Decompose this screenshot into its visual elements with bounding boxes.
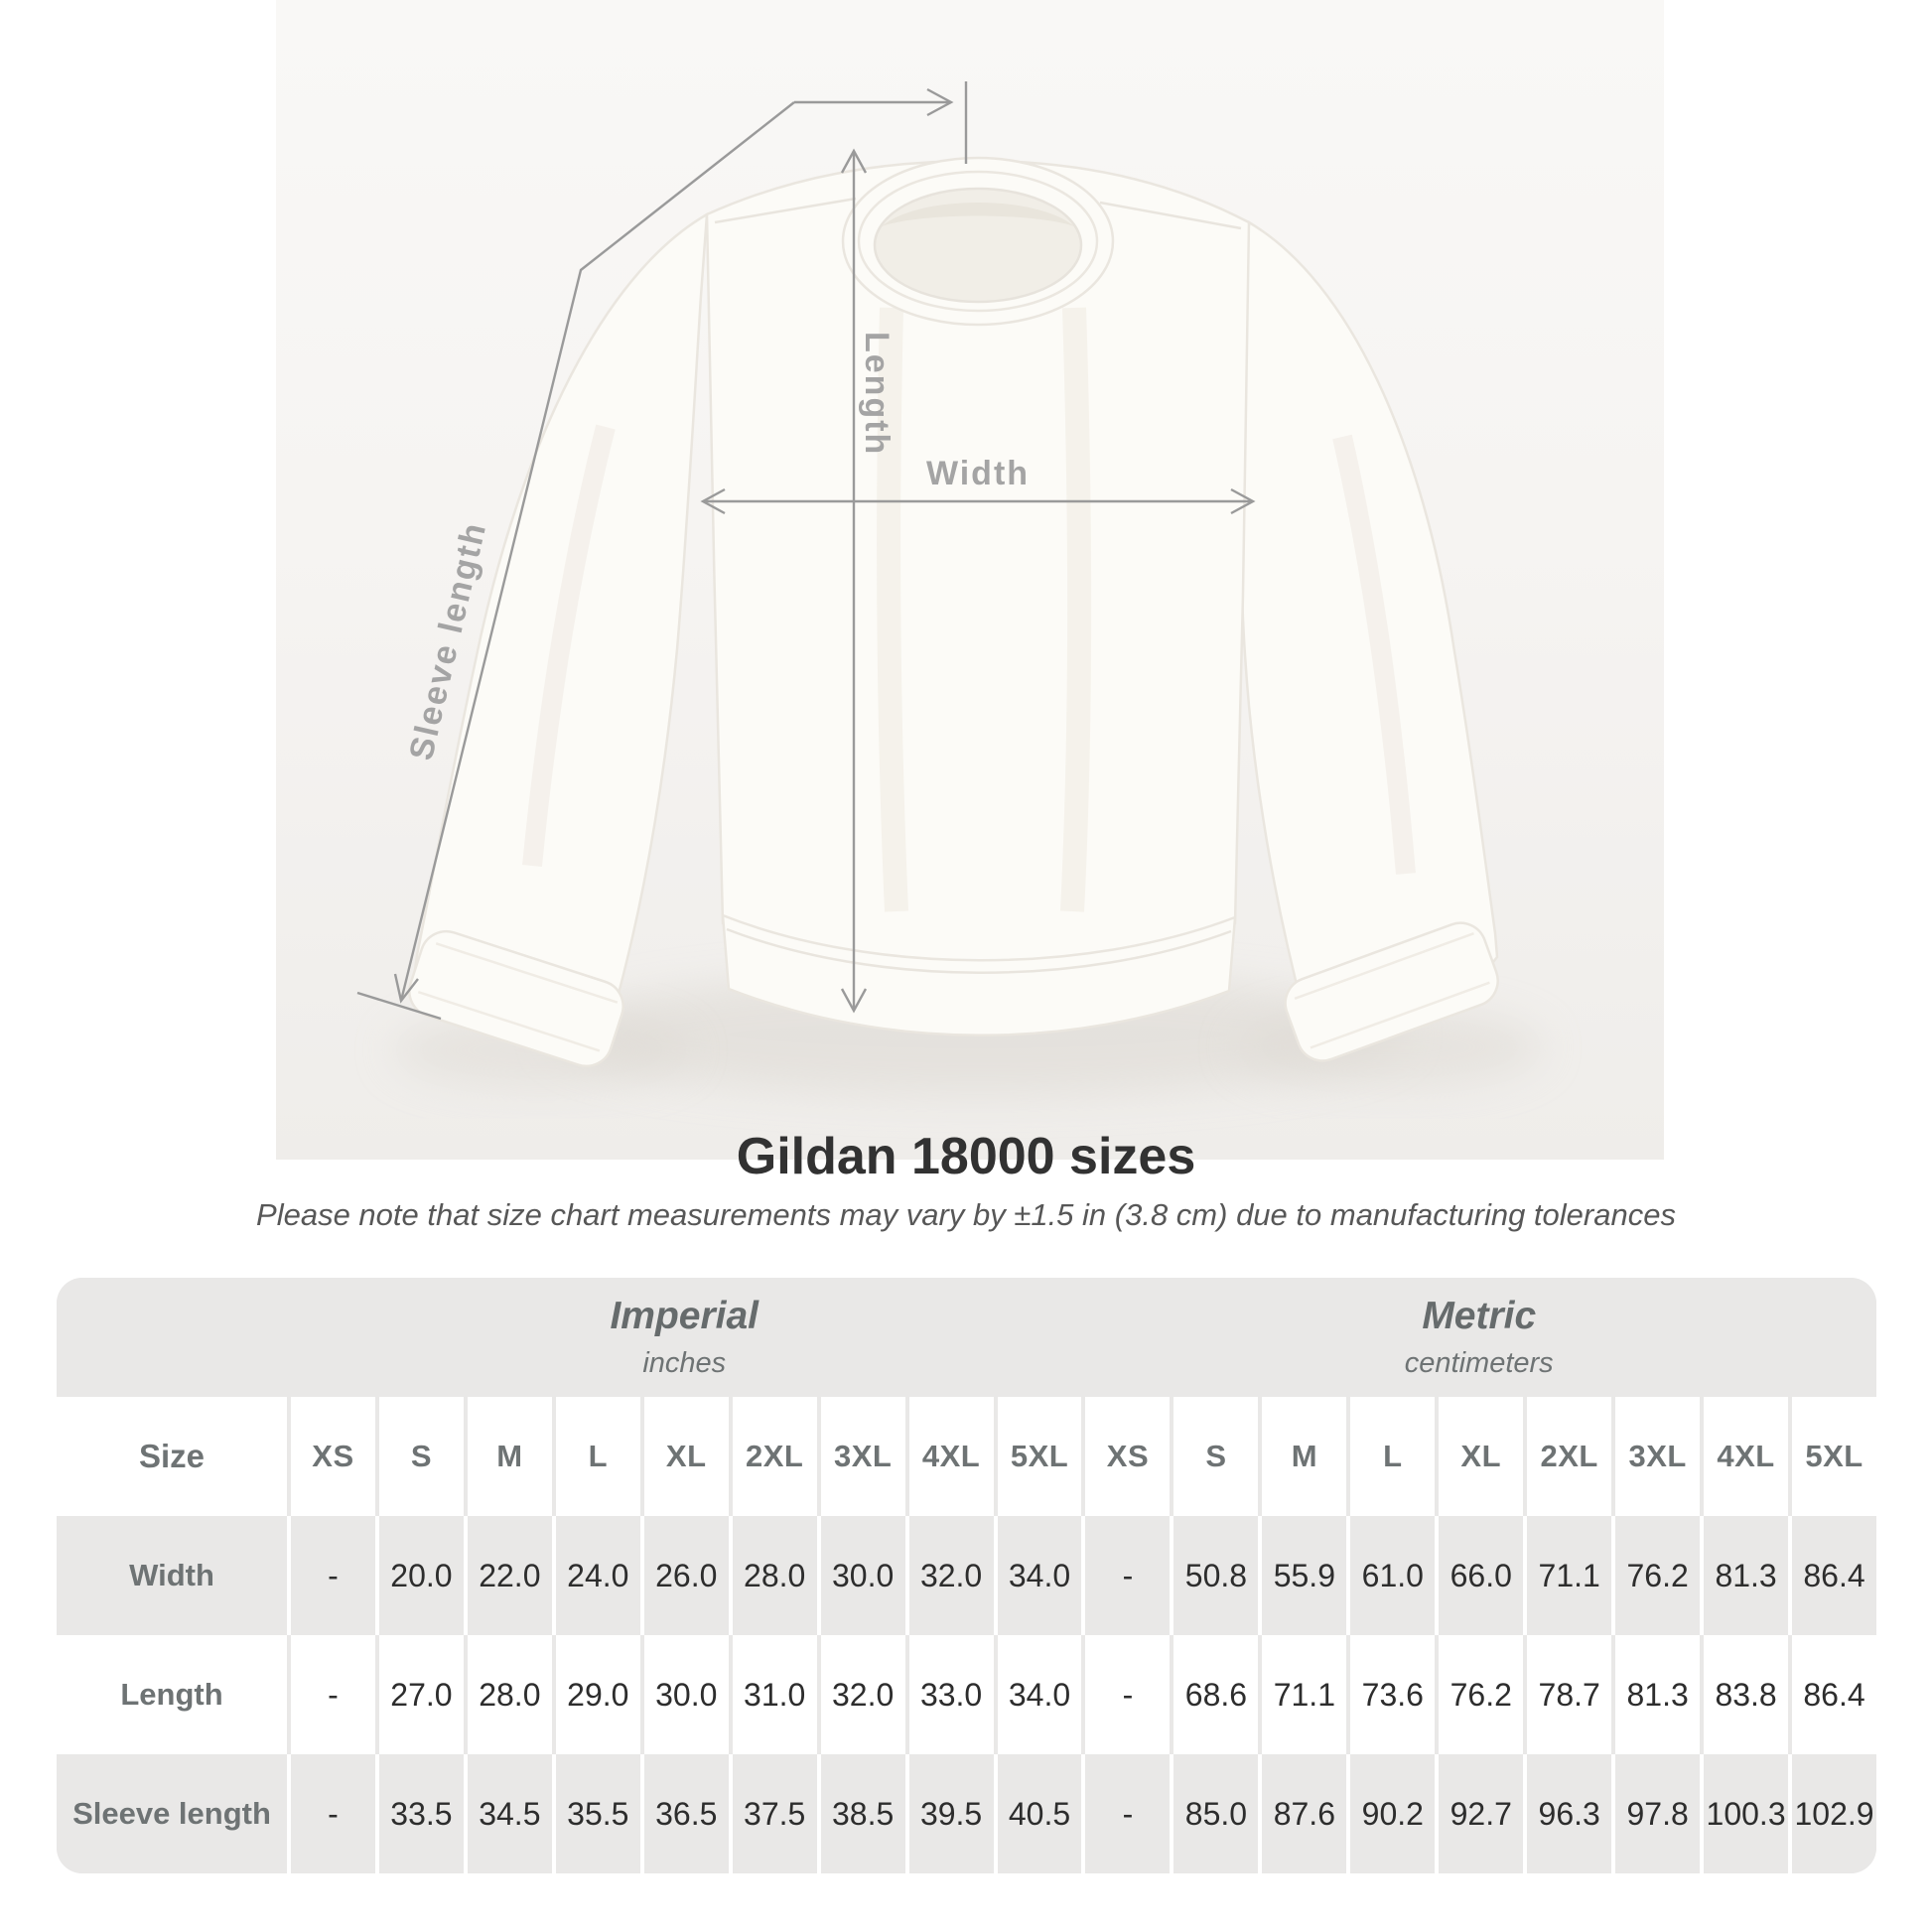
value-cell-imperial: 20.0 [374,1516,464,1635]
measurement-row: Length -27.0 28.0 29.0 30.0 31.0 32.0 33.0 34.0-… [57,1635,1876,1754]
value-cell-metric: 96.3 [1523,1754,1611,1873]
size-header-imperial-4xl: 4XL [904,1397,994,1516]
value-cell-imperial: 30.0 [816,1516,905,1635]
size-header-metric-s: S [1170,1397,1258,1516]
value-cell-imperial: 34.5 [463,1754,552,1873]
value-cell-metric: 68.6 [1170,1635,1258,1754]
value-cell-metric: 87.6 [1258,1754,1346,1873]
value-cell-metric: 81.3 [1700,1516,1788,1635]
value-cell-imperial: 39.5 [904,1754,994,1873]
table-corner-spacer [57,1278,287,1397]
value-cell-metric: 86.4 [1788,1635,1876,1754]
tolerance-note: Please note that size chart measurements… [256,1197,1676,1232]
value-cell-imperial: - [287,1516,375,1635]
unit-group-sublabel: inches [642,1347,727,1379]
value-cell-metric: 92.7 [1435,1754,1523,1873]
value-cell-imperial: - [287,1635,375,1754]
value-cell-imperial: 29.0 [551,1635,640,1754]
row-label: Width [129,1558,214,1592]
unit-group-metric: Metric centimeters [1082,1278,1877,1397]
row-label: Sleeve length [72,1796,271,1831]
value-cell-imperial: 34.0 [993,1516,1082,1635]
page-title: Gildan 18000 sizes [736,1128,1196,1185]
width-arrow [700,487,1256,515]
size-header-imperial-2xl: 2XL [728,1397,817,1516]
value-cell-imperial: 35.5 [551,1754,640,1873]
unit-group-imperial: Imperial inches [287,1278,1082,1397]
value-cell-metric: 85.0 [1170,1754,1258,1873]
size-header-imperial-s: S [374,1397,464,1516]
size-header-imperial-m: M [463,1397,552,1516]
value-cell-metric: 61.0 [1346,1516,1435,1635]
value-cell-imperial: 37.5 [728,1754,817,1873]
value-cell-metric: - [1081,1754,1170,1873]
size-header-metric-4xl: 4XL [1700,1397,1788,1516]
size-header-metric-l: L [1346,1397,1435,1516]
unit-group-label: Imperial [610,1295,759,1337]
size-header-imperial-l: L [551,1397,640,1516]
value-cell-metric: 71.1 [1258,1635,1346,1754]
value-cell-imperial: 30.0 [639,1635,729,1754]
value-cell-metric: 76.2 [1611,1516,1700,1635]
value-cell-metric: 81.3 [1611,1635,1700,1754]
value-cell-metric: 97.8 [1611,1754,1700,1873]
value-cell-metric: 78.7 [1523,1635,1611,1754]
value-cell-metric: - [1081,1635,1170,1754]
value-cell-metric: 73.6 [1346,1635,1435,1754]
value-cell-imperial: 38.5 [816,1754,905,1873]
measurement-row: Sleeve length -33.5 34.5 35.5 36.5 37.5 38.5 39… [57,1754,1876,1873]
size-corner-label: Size [138,1438,206,1474]
value-cell-imperial: 27.0 [374,1635,464,1754]
value-cell-imperial: 33.5 [374,1754,464,1873]
value-cell-imperial: 36.5 [639,1754,729,1873]
value-cell-metric: 100.3 [1700,1754,1788,1873]
size-header-metric-2xl: 2XL [1523,1397,1611,1516]
size-header-imperial-5xl: 5XL [993,1397,1082,1516]
size-header-metric-5xl: 5XL [1788,1397,1876,1516]
value-cell-imperial: 24.0 [551,1516,640,1635]
size-table: Imperial inches Metric centimeters Size XS S M L… [57,1278,1876,1873]
value-cell-metric: 76.2 [1435,1635,1523,1754]
width-label: Width [926,455,1030,492]
size-header-imperial-xs: XS [287,1397,375,1516]
value-cell-metric: 66.0 [1435,1516,1523,1635]
value-cell-metric: - [1081,1516,1170,1635]
value-cell-imperial: 34.0 [993,1635,1082,1754]
unit-group-sublabel: centimeters [1404,1347,1554,1379]
value-cell-imperial: 32.0 [816,1635,905,1754]
unit-group-label: Metric [1422,1295,1537,1337]
sweatshirt [408,156,1499,1068]
value-cell-imperial: 32.0 [904,1516,994,1635]
value-cell-imperial: 28.0 [728,1516,817,1635]
size-header-imperial-3xl: 3XL [816,1397,905,1516]
value-cell-imperial: 40.5 [993,1754,1082,1873]
value-cell-imperial: 31.0 [728,1635,817,1754]
value-cell-metric: 55.9 [1258,1516,1346,1635]
row-label: Length [120,1677,223,1712]
value-cell-imperial: 33.0 [904,1635,994,1754]
value-cell-metric: 90.2 [1346,1754,1435,1873]
size-header-metric-xl: XL [1435,1397,1523,1516]
unit-header-row: Imperial inches Metric centimeters [57,1278,1876,1397]
value-cell-imperial: 28.0 [463,1635,552,1754]
size-header-metric-m: M [1258,1397,1346,1516]
sleeve-length-arrow [356,81,968,1021]
measurement-row: Width -20.0 22.0 24.0 26.0 28.0 30.0 32.0 34.0-5… [57,1516,1876,1635]
value-cell-metric: 102.9 [1788,1754,1876,1873]
value-cell-imperial: 26.0 [639,1516,729,1635]
size-header-metric-3xl: 3XL [1611,1397,1700,1516]
size-header-row: Size XS S M L XL 2XL 3XL 4XL 5XL XS S M L XL 2XL 3XL 4XL 5… [57,1397,1876,1516]
size-header-imperial-xl: XL [639,1397,729,1516]
size-header-metric-xs: XS [1081,1397,1170,1516]
length-label: Length [858,332,896,456]
value-cell-metric: 86.4 [1788,1516,1876,1635]
length-arrow [840,148,868,1014]
value-cell-metric: 83.8 [1700,1635,1788,1754]
value-cell-imperial: 22.0 [463,1516,552,1635]
value-cell-imperial: - [287,1754,375,1873]
value-cell-metric: 71.1 [1523,1516,1611,1635]
value-cell-metric: 50.8 [1170,1516,1258,1635]
